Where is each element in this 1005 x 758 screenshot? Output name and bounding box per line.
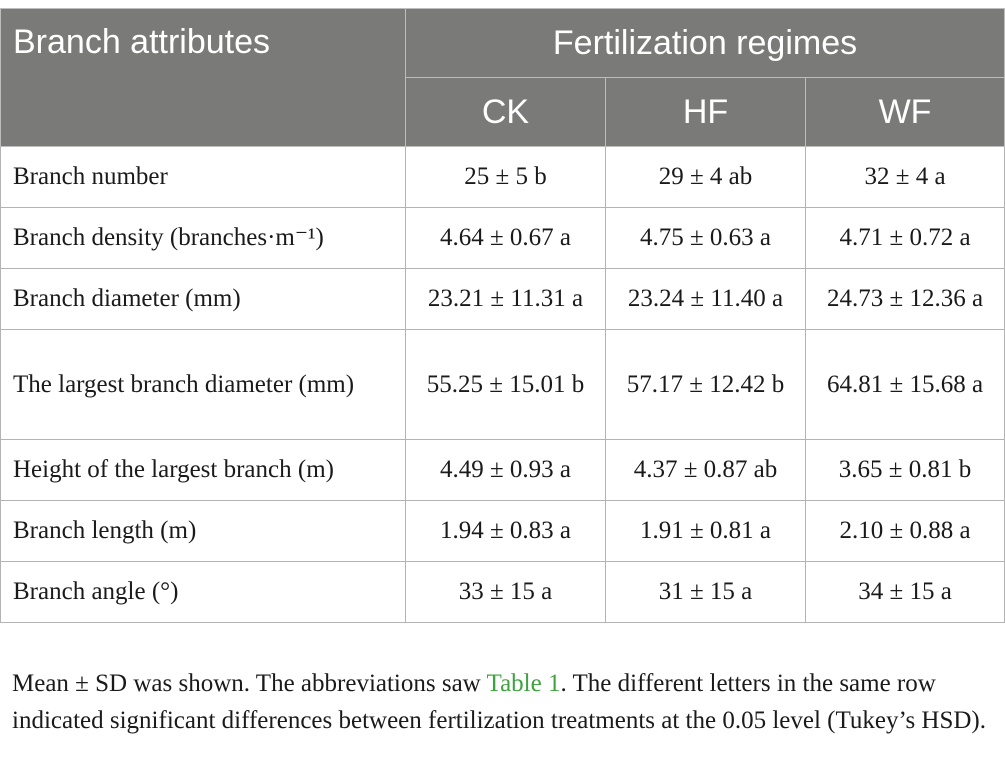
table-row: The largest branch diameter (mm) 55.25 ±… xyxy=(0,329,1005,440)
footnote-text-end: . The different letters in the same row … xyxy=(12,670,987,734)
cell-value-ck: 33 ± 15 a xyxy=(405,561,606,623)
cell-value-hf: 23.24 ± 11.40 a xyxy=(605,268,806,330)
row-attribute-label: Branch angle (°) xyxy=(0,561,406,623)
table-row: Branch angle (°) 33 ± 15 a 31 ± 15 a 34 … xyxy=(0,561,1005,623)
table-row: Height of the largest branch (m) 4.49 ± … xyxy=(0,439,1005,501)
cell-value-ck: 4.64 ± 0.67 a xyxy=(405,207,606,269)
fertilization-regimes-header: Fertilization regimes xyxy=(404,8,1005,78)
table-row: Branch length (m) 1.94 ± 0.83 a 1.91 ± 0… xyxy=(0,500,1005,562)
cell-value-ck: 55.25 ± 15.01 b xyxy=(405,329,606,440)
row-attribute-label: Height of the largest branch (m) xyxy=(0,439,406,501)
cell-value-hf: 29 ± 4 ab xyxy=(605,146,806,208)
cell-value-hf: 57.17 ± 12.42 b xyxy=(605,329,806,440)
table-row: Branch diameter (mm) 23.21 ± 11.31 a 23.… xyxy=(0,268,1005,330)
cell-value-wf: 34 ± 15 a xyxy=(804,561,1005,623)
table-body: Branch number 25 ± 5 b 29 ± 4 ab 32 ± 4 … xyxy=(0,146,1005,623)
cell-value-hf: 31 ± 15 a xyxy=(605,561,806,623)
treatment-header-hf: HF xyxy=(605,77,806,147)
header-row-group: Branch attributes Fertilization regimes xyxy=(0,8,1005,147)
row-attribute-label: Branch diameter (mm) xyxy=(0,268,406,330)
row-attribute-label: Branch number xyxy=(0,146,406,208)
row-attribute-label: The largest branch diameter (mm) xyxy=(0,329,406,440)
data-table-container: Branch attributes Fertilization regimes … xyxy=(0,8,1005,623)
attribute-column-header: Branch attributes xyxy=(0,8,406,147)
cell-value-wf: 4.71 ± 0.72 a xyxy=(804,207,1005,269)
branch-attributes-table: Branch attributes Fertilization regimes … xyxy=(0,8,1005,623)
table-footnote: Mean ± SD was shown. The abbreviations s… xyxy=(12,665,997,739)
cell-value-wf: 64.81 ± 15.68 a xyxy=(804,329,1005,440)
treatment-header-wf: WF xyxy=(804,77,1005,147)
table-row: Branch number 25 ± 5 b 29 ± 4 ab 32 ± 4 … xyxy=(0,146,1005,208)
cell-value-ck: 4.49 ± 0.93 a xyxy=(405,439,606,501)
cell-value-hf: 1.91 ± 0.81 a xyxy=(605,500,806,562)
cell-value-hf: 4.75 ± 0.63 a xyxy=(605,207,806,269)
cell-value-ck: 1.94 ± 0.83 a xyxy=(405,500,606,562)
cell-value-ck: 25 ± 5 b xyxy=(405,146,606,208)
header-row-treatments: CK HF WF xyxy=(1,77,1005,147)
cell-value-ck: 23.21 ± 11.31 a xyxy=(405,268,606,330)
treatment-header-ck: CK xyxy=(405,77,606,147)
cell-value-wf: 2.10 ± 0.88 a xyxy=(804,500,1005,562)
table-header: Branch attributes Fertilization regimes … xyxy=(0,8,1005,147)
table-row: Branch density (branches·m⁻¹) 4.64 ± 0.6… xyxy=(0,207,1005,269)
footnote-text-start: Mean ± SD was shown. The abbreviations s… xyxy=(12,670,487,697)
table-1-link[interactable]: Table 1 xyxy=(486,670,561,697)
cell-value-wf: 3.65 ± 0.81 b xyxy=(804,439,1005,501)
cell-value-wf: 24.73 ± 12.36 a xyxy=(804,268,1005,330)
cell-value-wf: 32 ± 4 a xyxy=(804,146,1005,208)
cell-value-hf: 4.37 ± 0.87 ab xyxy=(605,439,806,501)
row-attribute-label: Branch density (branches·m⁻¹) xyxy=(0,207,406,269)
row-attribute-label: Branch length (m) xyxy=(0,500,406,562)
